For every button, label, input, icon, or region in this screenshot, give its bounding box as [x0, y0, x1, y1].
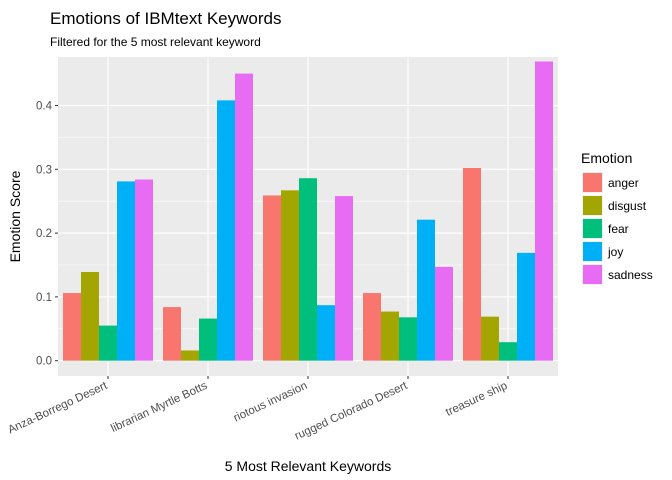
y-axis: 0.0 0.1 0.2 0.3 0.4 — [36, 100, 58, 368]
y-tick-label: 0.0 — [36, 356, 52, 368]
legend-swatch-fear — [583, 219, 602, 238]
legend-swatch-disgust — [583, 196, 602, 215]
y-tick-label: 0.1 — [36, 292, 52, 304]
x-tick-label: Anza-Borrego Desert — [6, 380, 110, 437]
bar-anger — [463, 168, 481, 361]
legend-label-fear: fear — [608, 222, 629, 236]
x-axis-title: 5 Most Relevant Keywords — [225, 458, 392, 474]
bar-sadness — [535, 61, 553, 361]
legend-swatch-anger — [583, 173, 602, 192]
bar-anger — [263, 195, 281, 361]
bar-joy — [517, 252, 535, 361]
x-tick-label: rugged Colorado Desert — [293, 380, 410, 443]
y-tick-label: 0.3 — [36, 164, 52, 176]
legend-label-disgust: disgust — [608, 199, 647, 213]
y-axis-title: Emotion Score — [7, 170, 23, 262]
bar-sadness — [335, 196, 353, 361]
y-tick-label: 0.4 — [36, 100, 53, 112]
bar-anger — [63, 293, 81, 361]
chart-title: Emotions of IBMtext Keywords — [50, 9, 281, 28]
bar-joy — [217, 100, 235, 361]
bar-disgust — [381, 311, 399, 361]
legend: Emotion anger disgust fear joy sadness — [581, 150, 653, 285]
legend-swatch-sadness — [583, 265, 602, 284]
bar-fear — [299, 178, 317, 361]
x-axis: Anza-Borrego Desert librarian Myrtle Bott… — [6, 376, 509, 443]
bar-anger — [363, 293, 381, 361]
bar-sadness — [135, 179, 153, 361]
bar-disgust — [481, 316, 499, 361]
legend-swatch-joy — [583, 242, 602, 261]
chart-subtitle: Filtered for the 5 most relevant keyword — [50, 35, 261, 49]
bar-joy — [317, 305, 335, 361]
bar-disgust — [81, 272, 99, 361]
x-tick-label: librarian Myrtle Botts — [109, 380, 209, 435]
x-tick-label: treasure ship — [444, 380, 509, 419]
bar-anger — [163, 307, 181, 361]
bar-disgust — [181, 350, 199, 361]
legend-title: Emotion — [581, 150, 632, 166]
bar-disgust — [281, 190, 299, 361]
bar-fear — [99, 325, 117, 361]
legend-label-joy: joy — [607, 245, 623, 259]
legend-label-sadness: sadness — [608, 268, 653, 282]
bar-fear — [499, 342, 517, 361]
bar-sadness — [235, 73, 253, 361]
bar-fear — [399, 317, 417, 361]
bar-sadness — [435, 266, 453, 361]
bar-joy — [117, 181, 135, 361]
x-tick-label: riotous invasion — [232, 380, 309, 425]
y-tick-label: 0.2 — [36, 228, 52, 240]
bar-fear — [199, 318, 217, 361]
legend-label-anger: anger — [608, 176, 639, 190]
bars — [63, 61, 553, 361]
bar-joy — [417, 219, 435, 361]
